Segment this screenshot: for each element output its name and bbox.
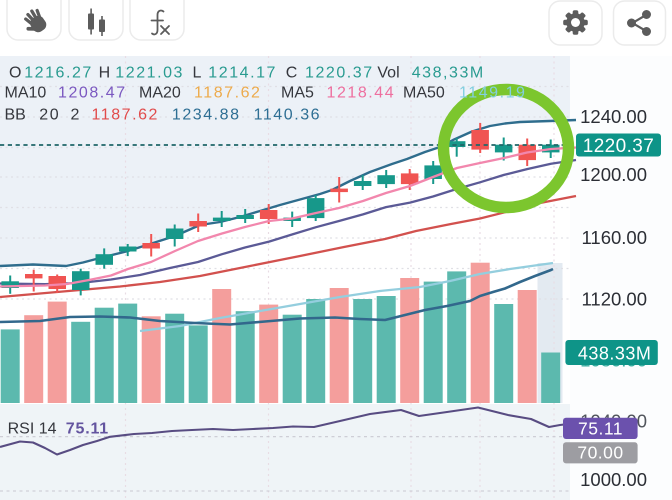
svg-text:70.00: 70.00 [577,443,623,463]
svg-text:RSI 14: RSI 14 [8,421,57,438]
svg-text:1000.00: 1000.00 [580,469,647,490]
svg-text:438.33M: 438.33M [578,344,652,364]
svg-text:1240.00: 1240.00 [580,106,647,127]
svg-text:1120.00: 1120.00 [582,289,648,310]
svg-text:1200.00: 1200.00 [580,164,647,185]
svg-text:1220.37: 1220.37 [583,136,654,157]
svg-text:1160.00: 1160.00 [582,227,648,248]
svg-text:75.11: 75.11 [66,421,109,438]
svg-text:75.11: 75.11 [578,418,623,438]
